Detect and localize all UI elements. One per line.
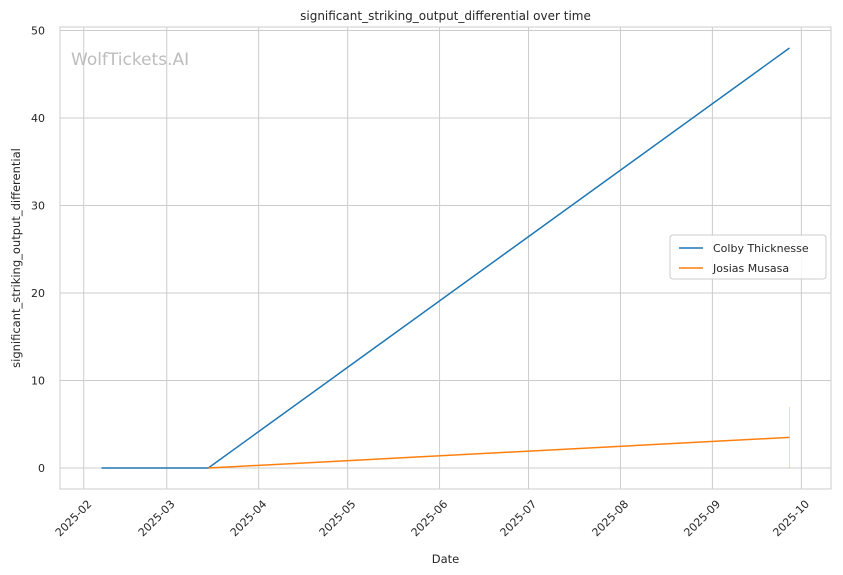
- legend-box: [669, 234, 827, 280]
- x-tick-label: 2025-10: [770, 498, 812, 540]
- y-tick-label: 20: [31, 287, 45, 300]
- y-tick-label: 50: [31, 25, 45, 38]
- x-tick-label: 2025-09: [681, 498, 723, 540]
- x-tick-label: 2025-06: [409, 498, 451, 540]
- y-tick-label: 40: [31, 112, 45, 125]
- x-tick-label: 2025-02: [53, 498, 95, 540]
- y-axis-label: significant_striking_output_differential: [9, 148, 23, 368]
- plot-frame: [59, 26, 832, 490]
- grid: [60, 27, 831, 489]
- y-tick-labels: 0 10 20 30 40 50: [31, 25, 45, 476]
- watermark: WolfTickets.AI: [71, 50, 189, 70]
- x-axis-label: Date: [432, 552, 460, 566]
- x-tick-label: 2025-07: [498, 498, 540, 540]
- x-tick-label: 2025-05: [317, 498, 359, 540]
- chart-title: significant_striking_output_differential…: [300, 9, 591, 23]
- series-line: [208, 436, 790, 469]
- y-tick-label: 0: [38, 462, 45, 475]
- x-tick-labels: 2025-02 2025-03 2025-04 2025-05 2025-06 2025-…: [53, 498, 812, 540]
- series-lines: [101, 47, 790, 469]
- x-tick-label: 2025-08: [590, 498, 632, 540]
- x-tick-label: 2025-03: [136, 498, 178, 540]
- legend: Colby Thicknesse Josias Musasa: [669, 234, 827, 280]
- y-tick-label: 10: [31, 375, 45, 388]
- legend-label: Josias Musasa: [712, 262, 789, 275]
- legend-label: Colby Thicknesse: [713, 242, 809, 255]
- y-tick-label: 30: [31, 200, 45, 213]
- x-tick-label: 2025-04: [228, 498, 270, 540]
